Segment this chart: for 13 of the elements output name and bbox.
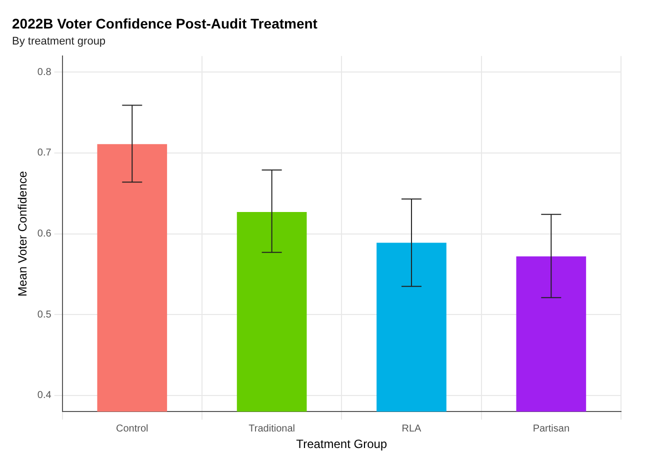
x-axis-title: Treatment Group — [296, 437, 388, 452]
y-tick-label: 0.7 — [37, 148, 52, 159]
x-tick-label: Partisan — [532, 423, 570, 434]
chart-title: 2022B Voter Confidence Post-Audit Treatment — [12, 15, 318, 32]
y-tick-label: 0.8 — [37, 66, 52, 78]
chart-subtitle: By treatment group — [12, 35, 106, 48]
x-tick-label: Traditional — [248, 423, 295, 434]
x-tick-label: Control — [116, 423, 148, 434]
x-tick-label: RLA — [402, 423, 422, 434]
y-tick-label: 0.6 — [37, 228, 52, 240]
y-axis-title: Mean Voter Confidence — [16, 170, 30, 297]
y-tick-label: 0.5 — [37, 309, 52, 320]
y-tick-label: 0.4 — [37, 390, 52, 402]
